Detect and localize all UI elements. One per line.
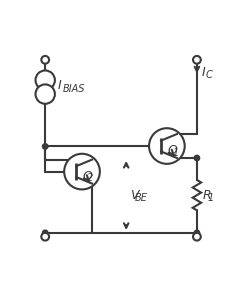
Text: BIAS: BIAS bbox=[63, 84, 86, 94]
Text: Q: Q bbox=[168, 144, 177, 157]
Circle shape bbox=[194, 230, 200, 236]
Text: I: I bbox=[201, 66, 205, 79]
Text: V: V bbox=[130, 189, 139, 202]
Circle shape bbox=[149, 128, 185, 164]
Circle shape bbox=[194, 155, 200, 161]
Text: I: I bbox=[58, 79, 62, 92]
Circle shape bbox=[41, 233, 49, 241]
Circle shape bbox=[42, 144, 48, 149]
Text: Q: Q bbox=[82, 169, 92, 182]
Circle shape bbox=[193, 56, 201, 64]
Circle shape bbox=[36, 84, 55, 104]
Text: BE: BE bbox=[135, 193, 148, 203]
Text: C: C bbox=[206, 70, 212, 80]
Circle shape bbox=[41, 56, 49, 64]
Text: R: R bbox=[203, 189, 212, 202]
Circle shape bbox=[42, 230, 48, 236]
Text: 2: 2 bbox=[87, 173, 93, 183]
Circle shape bbox=[64, 154, 100, 190]
Circle shape bbox=[36, 70, 55, 90]
Circle shape bbox=[193, 233, 201, 241]
Text: 1: 1 bbox=[208, 193, 214, 203]
Text: 1: 1 bbox=[172, 148, 178, 158]
